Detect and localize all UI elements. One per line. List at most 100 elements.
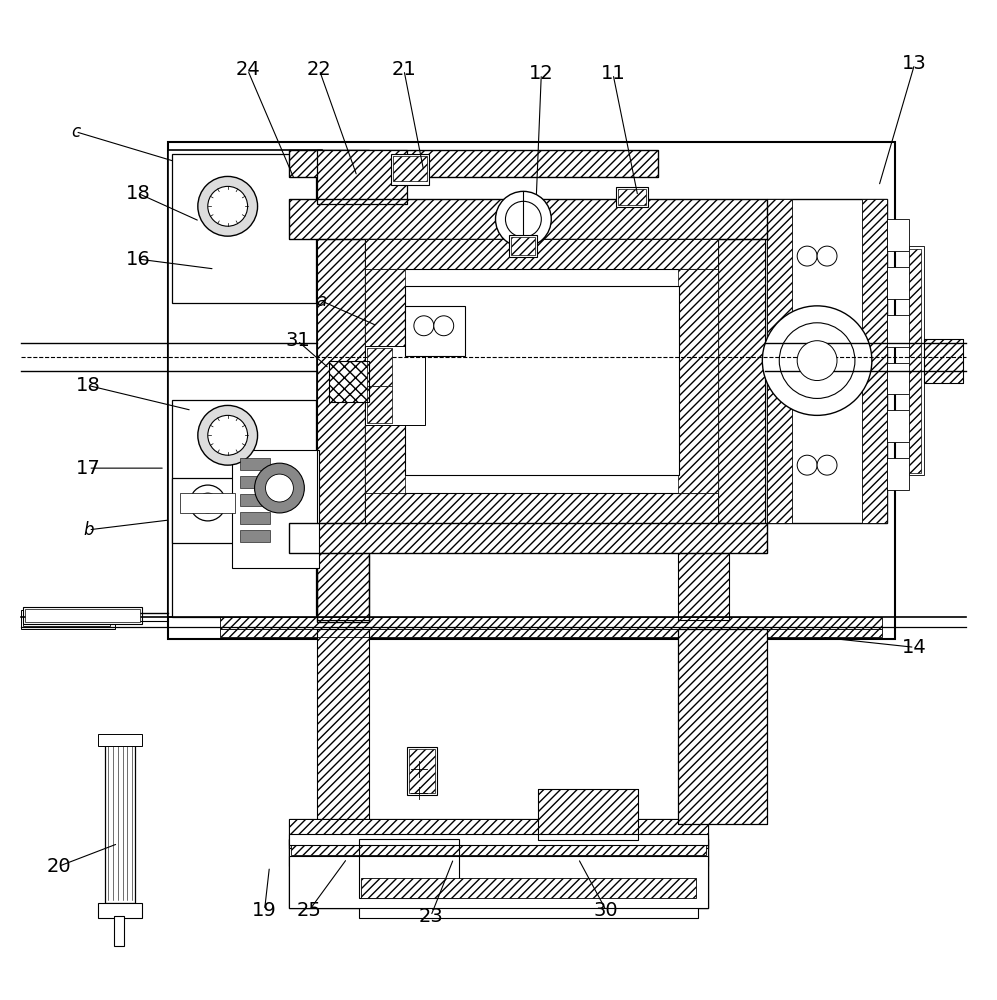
Circle shape xyxy=(798,341,837,381)
Bar xyxy=(509,235,537,257)
Bar xyxy=(289,199,768,239)
Text: 23: 23 xyxy=(419,907,444,926)
Bar xyxy=(886,219,908,251)
Bar xyxy=(289,866,708,882)
Bar xyxy=(678,629,768,824)
Bar xyxy=(407,747,437,795)
Bar xyxy=(405,306,465,356)
Circle shape xyxy=(189,485,225,521)
Bar xyxy=(768,199,793,523)
Bar xyxy=(379,269,703,493)
Bar xyxy=(289,856,708,908)
Bar xyxy=(239,494,269,506)
Bar xyxy=(678,629,768,824)
Bar xyxy=(367,386,392,423)
Text: 13: 13 xyxy=(902,54,927,73)
Circle shape xyxy=(414,316,434,336)
Text: a: a xyxy=(316,292,326,310)
Bar xyxy=(219,629,881,637)
Bar xyxy=(317,629,369,839)
Bar xyxy=(886,267,908,299)
Bar xyxy=(861,199,886,523)
Circle shape xyxy=(818,246,837,266)
Bar xyxy=(115,916,125,946)
Bar xyxy=(365,239,718,269)
Circle shape xyxy=(265,474,293,502)
Bar xyxy=(239,458,269,470)
Bar xyxy=(317,239,766,523)
Bar xyxy=(99,903,142,918)
Bar xyxy=(171,478,251,543)
Bar xyxy=(289,819,708,848)
Bar xyxy=(317,239,365,523)
Text: 19: 19 xyxy=(252,901,277,920)
Bar xyxy=(317,150,407,204)
Bar xyxy=(393,156,427,181)
Bar xyxy=(106,739,136,903)
Bar xyxy=(289,848,708,866)
Bar xyxy=(768,199,886,523)
Bar xyxy=(317,150,407,204)
Bar xyxy=(171,400,316,617)
Text: 22: 22 xyxy=(307,60,332,79)
Bar xyxy=(365,493,718,523)
Text: 30: 30 xyxy=(593,901,618,920)
Bar xyxy=(23,607,142,624)
Bar xyxy=(908,246,923,475)
Bar xyxy=(289,834,708,845)
Text: b: b xyxy=(83,521,94,539)
Circle shape xyxy=(798,455,818,475)
Text: 17: 17 xyxy=(76,459,101,478)
Bar xyxy=(291,840,706,855)
Text: 18: 18 xyxy=(126,184,151,203)
Bar xyxy=(391,154,429,185)
Bar xyxy=(239,512,269,524)
Text: 12: 12 xyxy=(529,64,553,83)
Bar xyxy=(329,361,369,402)
Bar xyxy=(329,361,369,402)
Bar xyxy=(25,609,141,622)
Circle shape xyxy=(780,323,855,398)
Bar xyxy=(359,898,698,918)
Bar xyxy=(365,239,718,523)
Bar xyxy=(718,239,766,523)
Bar xyxy=(289,523,768,553)
Bar xyxy=(167,142,894,639)
Circle shape xyxy=(197,176,257,236)
Bar xyxy=(239,476,269,488)
Bar xyxy=(289,150,658,177)
Bar xyxy=(718,239,766,523)
Bar xyxy=(171,154,316,303)
Circle shape xyxy=(207,186,247,226)
Bar xyxy=(239,530,269,542)
Bar xyxy=(317,553,369,620)
Bar xyxy=(405,286,679,475)
Bar xyxy=(616,187,648,207)
Text: 20: 20 xyxy=(46,857,71,876)
Circle shape xyxy=(798,246,818,266)
Circle shape xyxy=(207,415,247,455)
Bar xyxy=(678,553,730,620)
Bar xyxy=(678,269,718,493)
Bar xyxy=(538,789,638,840)
Bar xyxy=(923,339,963,383)
Bar xyxy=(219,617,881,629)
Text: 16: 16 xyxy=(126,250,151,269)
Bar xyxy=(289,819,708,840)
Bar xyxy=(511,237,535,255)
Bar xyxy=(167,150,322,617)
Bar xyxy=(678,553,730,620)
Circle shape xyxy=(496,191,551,247)
Circle shape xyxy=(197,493,217,513)
Bar xyxy=(317,150,369,622)
Bar xyxy=(317,553,369,620)
Bar xyxy=(317,150,369,622)
Bar xyxy=(923,339,963,383)
Circle shape xyxy=(434,316,454,336)
Bar xyxy=(317,629,369,839)
Bar xyxy=(359,876,698,901)
Bar xyxy=(618,189,646,205)
Bar xyxy=(317,239,365,523)
Text: c: c xyxy=(71,123,80,141)
Text: 25: 25 xyxy=(297,901,322,920)
